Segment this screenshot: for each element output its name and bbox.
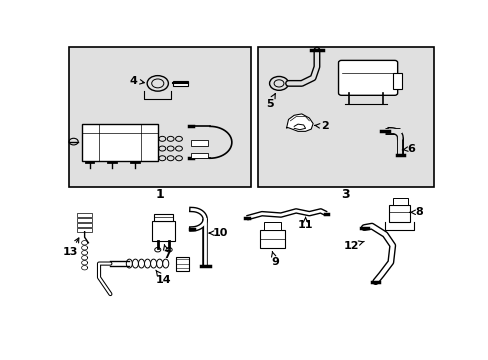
Bar xyxy=(77,228,92,232)
Ellipse shape xyxy=(144,259,150,268)
Ellipse shape xyxy=(132,259,138,268)
Text: 8: 8 xyxy=(409,207,422,217)
Text: 7: 7 xyxy=(163,245,171,260)
Text: 13: 13 xyxy=(63,238,79,257)
Ellipse shape xyxy=(138,259,144,268)
Bar xyxy=(258,48,433,187)
Text: 10: 10 xyxy=(209,228,227,238)
Bar xyxy=(264,222,280,230)
Polygon shape xyxy=(294,124,305,130)
Bar xyxy=(152,221,175,242)
Text: 9: 9 xyxy=(271,252,279,267)
Bar xyxy=(392,73,401,89)
Text: 2: 2 xyxy=(314,121,328,131)
Text: 4: 4 xyxy=(129,76,144,86)
Text: 5: 5 xyxy=(265,94,275,109)
Bar xyxy=(77,213,92,217)
FancyBboxPatch shape xyxy=(338,60,397,95)
Text: 1: 1 xyxy=(155,188,163,201)
Bar xyxy=(77,223,92,227)
Bar xyxy=(173,81,188,86)
Bar xyxy=(392,198,407,205)
Ellipse shape xyxy=(156,259,163,268)
Ellipse shape xyxy=(163,259,168,268)
Text: 3: 3 xyxy=(340,188,349,201)
Bar xyxy=(68,48,250,187)
Bar xyxy=(388,205,409,222)
Text: 6: 6 xyxy=(402,144,415,153)
Polygon shape xyxy=(286,114,312,131)
Text: 12: 12 xyxy=(343,240,364,251)
Bar xyxy=(154,214,173,221)
Text: 11: 11 xyxy=(297,217,313,230)
Bar xyxy=(175,257,188,270)
Bar xyxy=(77,218,92,222)
Text: 14: 14 xyxy=(155,270,171,285)
Bar xyxy=(260,230,284,248)
Bar xyxy=(191,153,208,158)
Ellipse shape xyxy=(126,259,132,268)
Bar xyxy=(82,123,158,161)
Bar xyxy=(191,140,208,146)
Ellipse shape xyxy=(150,259,156,268)
